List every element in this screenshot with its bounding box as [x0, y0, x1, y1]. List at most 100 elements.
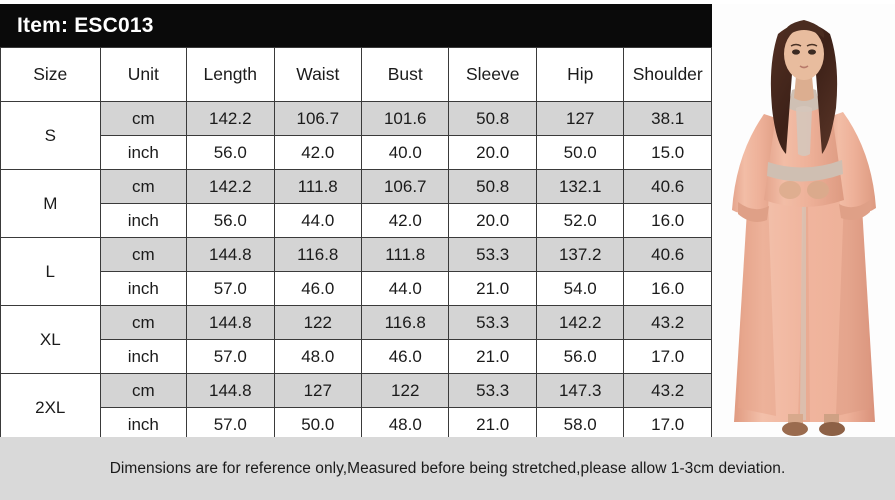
unit-label-cm: cm	[99, 101, 188, 136]
hand-left	[779, 181, 801, 199]
placket-beading	[796, 106, 812, 156]
hair-front	[783, 20, 825, 38]
cell-m-cm-hip: 132.1	[535, 169, 625, 204]
column-header-length: Length	[186, 47, 275, 102]
unit-label-inch: inch	[99, 339, 188, 374]
table-row: inch 56.0 44.0 42.0 20.0 52.0 16.0	[1, 203, 712, 238]
cell-m-cm-waist: 111.8	[273, 169, 363, 204]
cell-xl-inch-shoulder: 17.0	[623, 339, 712, 374]
cell-2xl-cm-length: 144.8	[186, 373, 275, 408]
column-header-size: Size	[0, 47, 101, 102]
cell-l-inch-shoulder: 16.0	[623, 271, 712, 306]
gown-center-trim	[800, 204, 806, 420]
cell-s-cm-waist: 106.7	[273, 101, 363, 136]
hand-right	[807, 181, 829, 199]
unit-label-inch: inch	[99, 407, 188, 442]
cell-2xl-cm-hip: 147.3	[535, 373, 625, 408]
cell-m-inch-length: 56.0	[186, 203, 275, 238]
cell-xl-cm-sleeve: 53.3	[448, 305, 537, 340]
gown-right-panel-shadow	[836, 190, 872, 416]
cell-l-inch-bust: 44.0	[360, 271, 450, 306]
sleeve-right-cuff	[839, 200, 870, 220]
sleeve-right	[826, 112, 876, 214]
cell-l-inch-hip: 54.0	[535, 271, 625, 306]
size-label-2xl: 2XL	[0, 373, 101, 442]
waist-belt	[767, 160, 843, 182]
table-row: inch 57.0 48.0 46.0 21.0 56.0 17.0	[1, 339, 712, 374]
cell-m-cm-length: 142.2	[186, 169, 275, 204]
cell-xl-cm-bust: 116.8	[360, 305, 450, 340]
eye-right	[808, 49, 816, 55]
cell-s-cm-bust: 101.6	[360, 101, 450, 136]
column-header-waist: Waist	[273, 47, 363, 102]
eyebrow-left	[790, 43, 802, 47]
cell-2xl-inch-hip: 58.0	[535, 407, 625, 442]
cell-l-cm-length: 144.8	[186, 237, 275, 272]
column-header-sleeve: Sleeve	[448, 47, 537, 102]
unit-label-cm: cm	[99, 305, 188, 340]
size-label-s: S	[0, 101, 101, 170]
cell-xl-cm-waist: 122	[273, 305, 363, 340]
unit-label-cm: cm	[99, 169, 188, 204]
eye-left	[792, 49, 800, 55]
cell-m-inch-sleeve: 20.0	[448, 203, 537, 238]
cell-s-cm-sleeve: 50.8	[448, 101, 537, 136]
cell-l-inch-length: 57.0	[186, 271, 275, 306]
cell-l-cm-shoulder: 40.6	[623, 237, 712, 272]
cell-xl-cm-shoulder: 43.2	[623, 305, 712, 340]
cell-l-cm-hip: 137.2	[535, 237, 625, 272]
table-row: 2XL cm 144.8 127 122 53.3 147.3 43.2	[0, 373, 712, 442]
shoe-right	[819, 422, 845, 436]
cell-xl-inch-length: 57.0	[186, 339, 275, 374]
disclaimer-text: Dimensions are for reference only,Measur…	[109, 459, 786, 477]
cell-2xl-cm-sleeve: 53.3	[448, 373, 537, 408]
cell-s-inch-shoulder: 15.0	[623, 135, 712, 170]
table-row: M cm 142.2 111.8 106.7 50.8 132.1 40.6	[0, 169, 712, 238]
cell-m-cm-shoulder: 40.6	[623, 169, 712, 204]
table-row: L cm 144.8 116.8 111.8 53.3 137.2 40.6	[0, 237, 712, 306]
cell-2xl-cm-waist: 127	[273, 373, 363, 408]
table-row: XL cm 144.8 122 116.8 53.3 142.2 43.2	[0, 305, 712, 374]
gown-left-panel-shadow	[738, 194, 776, 416]
cell-s-inch-bust: 40.0	[360, 135, 450, 170]
column-header-shoulder: Shoulder	[623, 47, 712, 102]
unit-label-inch: inch	[99, 203, 188, 238]
cell-s-cm-hip: 127	[535, 101, 625, 136]
cell-xl-inch-bust: 46.0	[360, 339, 450, 374]
product-photo	[712, 4, 895, 437]
column-header-unit: Unit	[99, 47, 188, 102]
sleeve-left	[732, 114, 782, 214]
table-row: S cm 142.2 106.7 101.6 50.8 127 38.1	[0, 101, 712, 170]
sleeve-left-cuff	[738, 202, 769, 222]
cell-m-cm-bust: 106.7	[360, 169, 450, 204]
cell-m-cm-sleeve: 50.8	[448, 169, 537, 204]
item-title-banner: Item: ESC013	[0, 4, 712, 47]
cell-m-inch-bust: 42.0	[360, 203, 450, 238]
cell-xl-cm-length: 144.8	[186, 305, 275, 340]
cell-xl-inch-hip: 56.0	[535, 339, 625, 374]
cell-s-inch-length: 56.0	[186, 135, 275, 170]
cell-l-cm-sleeve: 53.3	[448, 237, 537, 272]
face	[784, 28, 824, 80]
table-row: inch 56.0 42.0 40.0 20.0 50.0 15.0	[1, 135, 712, 170]
cell-xl-inch-waist: 48.0	[273, 339, 363, 374]
cell-s-inch-waist: 42.0	[273, 135, 363, 170]
cell-l-cm-bust: 111.8	[360, 237, 450, 272]
cell-2xl-cm-bust: 122	[360, 373, 450, 408]
unit-label-inch: inch	[99, 271, 188, 306]
cell-m-inch-waist: 44.0	[273, 203, 363, 238]
table-body: S cm 142.2 106.7 101.6 50.8 127 38.1 inc…	[0, 101, 712, 442]
cell-s-cm-shoulder: 38.1	[623, 101, 712, 136]
shoe-left	[782, 422, 808, 436]
size-label-l: L	[0, 237, 101, 306]
size-label-m: M	[0, 169, 101, 238]
neck	[794, 76, 814, 101]
page-title: Item: ESC013	[17, 13, 154, 37]
cell-2xl-cm-shoulder: 43.2	[623, 373, 712, 408]
cell-s-inch-hip: 50.0	[535, 135, 625, 170]
size-table-container: Size Unit Length Waist Bust Sleeve Hip S…	[0, 47, 712, 442]
table-row: inch 57.0 46.0 44.0 21.0 54.0 16.0	[1, 271, 712, 306]
table-header: Size Unit Length Waist Bust Sleeve Hip S…	[0, 47, 712, 102]
footer-note-band: Dimensions are for reference only,Measur…	[0, 437, 895, 500]
